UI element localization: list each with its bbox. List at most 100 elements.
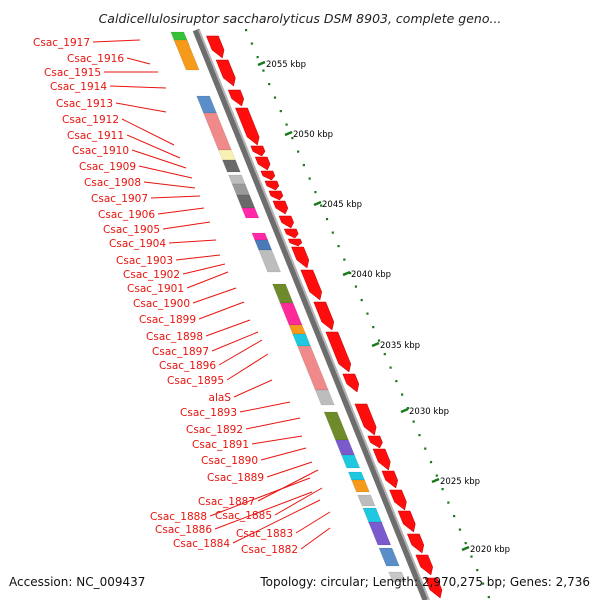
gene-label[interactable]: Csac_1895 bbox=[167, 375, 224, 387]
gene-label[interactable]: Csac_1908 bbox=[84, 177, 141, 189]
reverse-gene-box[interactable] bbox=[218, 149, 236, 161]
gene-label[interactable]: Csac_1887 bbox=[198, 496, 255, 508]
gene-label[interactable]: Csac_1892 bbox=[186, 424, 243, 436]
forward-gene-arrow[interactable] bbox=[227, 89, 245, 107]
gene-label[interactable]: Csac_1890 bbox=[201, 455, 258, 467]
forward-gene-arrow[interactable] bbox=[215, 59, 236, 87]
reverse-gene-box[interactable] bbox=[279, 302, 303, 326]
forward-gene-arrow[interactable] bbox=[381, 470, 398, 489]
forward-gene-arrow[interactable] bbox=[260, 170, 276, 181]
reverse-gene-box[interactable] bbox=[341, 454, 361, 469]
gene-label[interactable]: Csac_1885 bbox=[215, 510, 272, 522]
gene-label[interactable]: Csac_1900 bbox=[133, 298, 190, 310]
gene-label[interactable]: Csac_1899 bbox=[139, 314, 196, 326]
reverse-gene-box[interactable] bbox=[368, 521, 392, 546]
reverse-gene-box[interactable] bbox=[203, 112, 232, 151]
reverse-gene-box[interactable] bbox=[173, 39, 200, 71]
gene-label[interactable]: Csac_1884 bbox=[173, 538, 230, 550]
forward-gene-arrow[interactable] bbox=[264, 180, 280, 191]
label-leader-line bbox=[157, 207, 205, 215]
forward-gene-arrow[interactable] bbox=[424, 577, 443, 599]
forward-gene-arrow[interactable] bbox=[415, 554, 433, 576]
reverse-gene-box[interactable] bbox=[388, 571, 407, 583]
forward-gene-arrow[interactable] bbox=[278, 215, 294, 229]
gene-label[interactable]: Csac_1889 bbox=[207, 472, 264, 484]
gene-label[interactable]: Csac_1907 bbox=[91, 193, 148, 205]
gene-label[interactable]: Csac_1888 bbox=[150, 511, 207, 523]
reverse-gene-box[interactable] bbox=[314, 389, 335, 406]
gene-label[interactable]: Csac_1901 bbox=[127, 283, 184, 295]
reverse-gene-box[interactable] bbox=[323, 411, 349, 441]
reverse-gene-box[interactable] bbox=[351, 479, 370, 493]
forward-gene-arrow[interactable] bbox=[291, 246, 310, 269]
reverse-gene-box[interactable] bbox=[272, 283, 294, 304]
forward-gene-arrow[interactable] bbox=[283, 228, 299, 239]
gene-label[interactable]: alaS bbox=[209, 392, 232, 404]
forward-gene-arrow[interactable] bbox=[354, 403, 377, 436]
reverse-gene-box[interactable] bbox=[378, 547, 400, 567]
gene-label[interactable]: Csac_1902 bbox=[123, 269, 180, 281]
forward-gene-arrow[interactable] bbox=[389, 489, 407, 511]
reverse-gene-box[interactable] bbox=[335, 439, 355, 456]
reverse-gene-box[interactable] bbox=[222, 159, 241, 173]
gene-label[interactable]: Csac_1913 bbox=[56, 98, 113, 110]
gene-label[interactable]: Csac_1883 bbox=[236, 528, 293, 540]
gene-label[interactable]: Csac_1916 bbox=[67, 53, 124, 65]
gene-label[interactable]: Csac_1891 bbox=[192, 439, 249, 451]
gene-label[interactable]: Csac_1897 bbox=[152, 346, 209, 358]
forward-gene-arrow[interactable] bbox=[325, 331, 352, 373]
reverse-gene-box[interactable] bbox=[228, 174, 246, 185]
gene-label[interactable]: Csac_1910 bbox=[72, 145, 129, 157]
reverse-strand-genes bbox=[170, 31, 407, 583]
forward-gene-arrow[interactable] bbox=[367, 435, 383, 449]
label-leader-line bbox=[115, 102, 167, 113]
reverse-gene-box[interactable] bbox=[254, 239, 273, 251]
reverse-gene-box[interactable] bbox=[362, 507, 383, 525]
forward-gene-arrow[interactable] bbox=[300, 269, 322, 301]
label-leader-line bbox=[239, 401, 291, 413]
reverse-gene-box[interactable] bbox=[251, 232, 269, 241]
reverse-gene-box[interactable] bbox=[292, 333, 311, 347]
label-leader-line bbox=[295, 511, 331, 534]
forward-gene-arrow[interactable] bbox=[235, 107, 260, 146]
forward-gene-arrow[interactable] bbox=[206, 35, 225, 59]
gene-label[interactable]: Csac_1909 bbox=[79, 161, 136, 173]
reverse-gene-box[interactable] bbox=[231, 183, 250, 196]
gene-label[interactable]: Csac_1904 bbox=[109, 238, 166, 250]
reverse-gene-box[interactable] bbox=[241, 207, 260, 219]
label-leader-line bbox=[257, 469, 319, 502]
gene-label[interactable]: Csac_1905 bbox=[103, 224, 160, 236]
gene-label[interactable]: Csac_1903 bbox=[116, 255, 173, 267]
forward-gene-arrow[interactable] bbox=[272, 200, 289, 215]
reverse-gene-box[interactable] bbox=[357, 494, 376, 507]
reverse-gene-box[interactable] bbox=[258, 249, 282, 273]
forward-gene-arrow[interactable] bbox=[313, 301, 335, 331]
gene-label[interactable]: Csac_1914 bbox=[50, 81, 107, 93]
reverse-gene-box[interactable] bbox=[288, 324, 307, 335]
forward-gene-arrow[interactable] bbox=[397, 510, 416, 533]
gene-label[interactable]: Csac_1896 bbox=[159, 360, 216, 372]
forward-gene-arrow[interactable] bbox=[254, 156, 271, 171]
gene-label[interactable]: Csac_1915 bbox=[44, 67, 101, 79]
gene-label[interactable]: Csac_1898 bbox=[146, 331, 203, 343]
reverse-gene-box[interactable] bbox=[347, 471, 365, 481]
scale-tick-label: 2025 kbp bbox=[440, 477, 480, 487]
forward-gene-arrow[interactable] bbox=[250, 145, 266, 157]
forward-gene-arrow[interactable] bbox=[372, 448, 391, 471]
gene-label[interactable]: Csac_1917 bbox=[33, 37, 90, 49]
gene-label[interactable]: Csac_1912 bbox=[62, 114, 119, 126]
gene-label[interactable]: Csac_1882 bbox=[241, 544, 298, 556]
gene-label[interactable]: Csac_1886 bbox=[155, 524, 212, 536]
gene-label[interactable]: Csac_1906 bbox=[98, 209, 155, 221]
forward-gene-arrow[interactable] bbox=[342, 373, 360, 393]
forward-gene-arrow[interactable] bbox=[287, 238, 303, 247]
gene-label[interactable]: Csac_1911 bbox=[67, 130, 124, 142]
label-leader-line bbox=[218, 339, 263, 366]
forward-gene-arrow[interactable] bbox=[268, 190, 284, 201]
reverse-gene-box[interactable] bbox=[196, 95, 217, 114]
reverse-gene-box[interactable] bbox=[236, 194, 256, 209]
gene-label[interactable]: Csac_1893 bbox=[180, 407, 237, 419]
forward-gene-arrow[interactable] bbox=[406, 533, 425, 554]
label-leader-line bbox=[232, 499, 321, 544]
